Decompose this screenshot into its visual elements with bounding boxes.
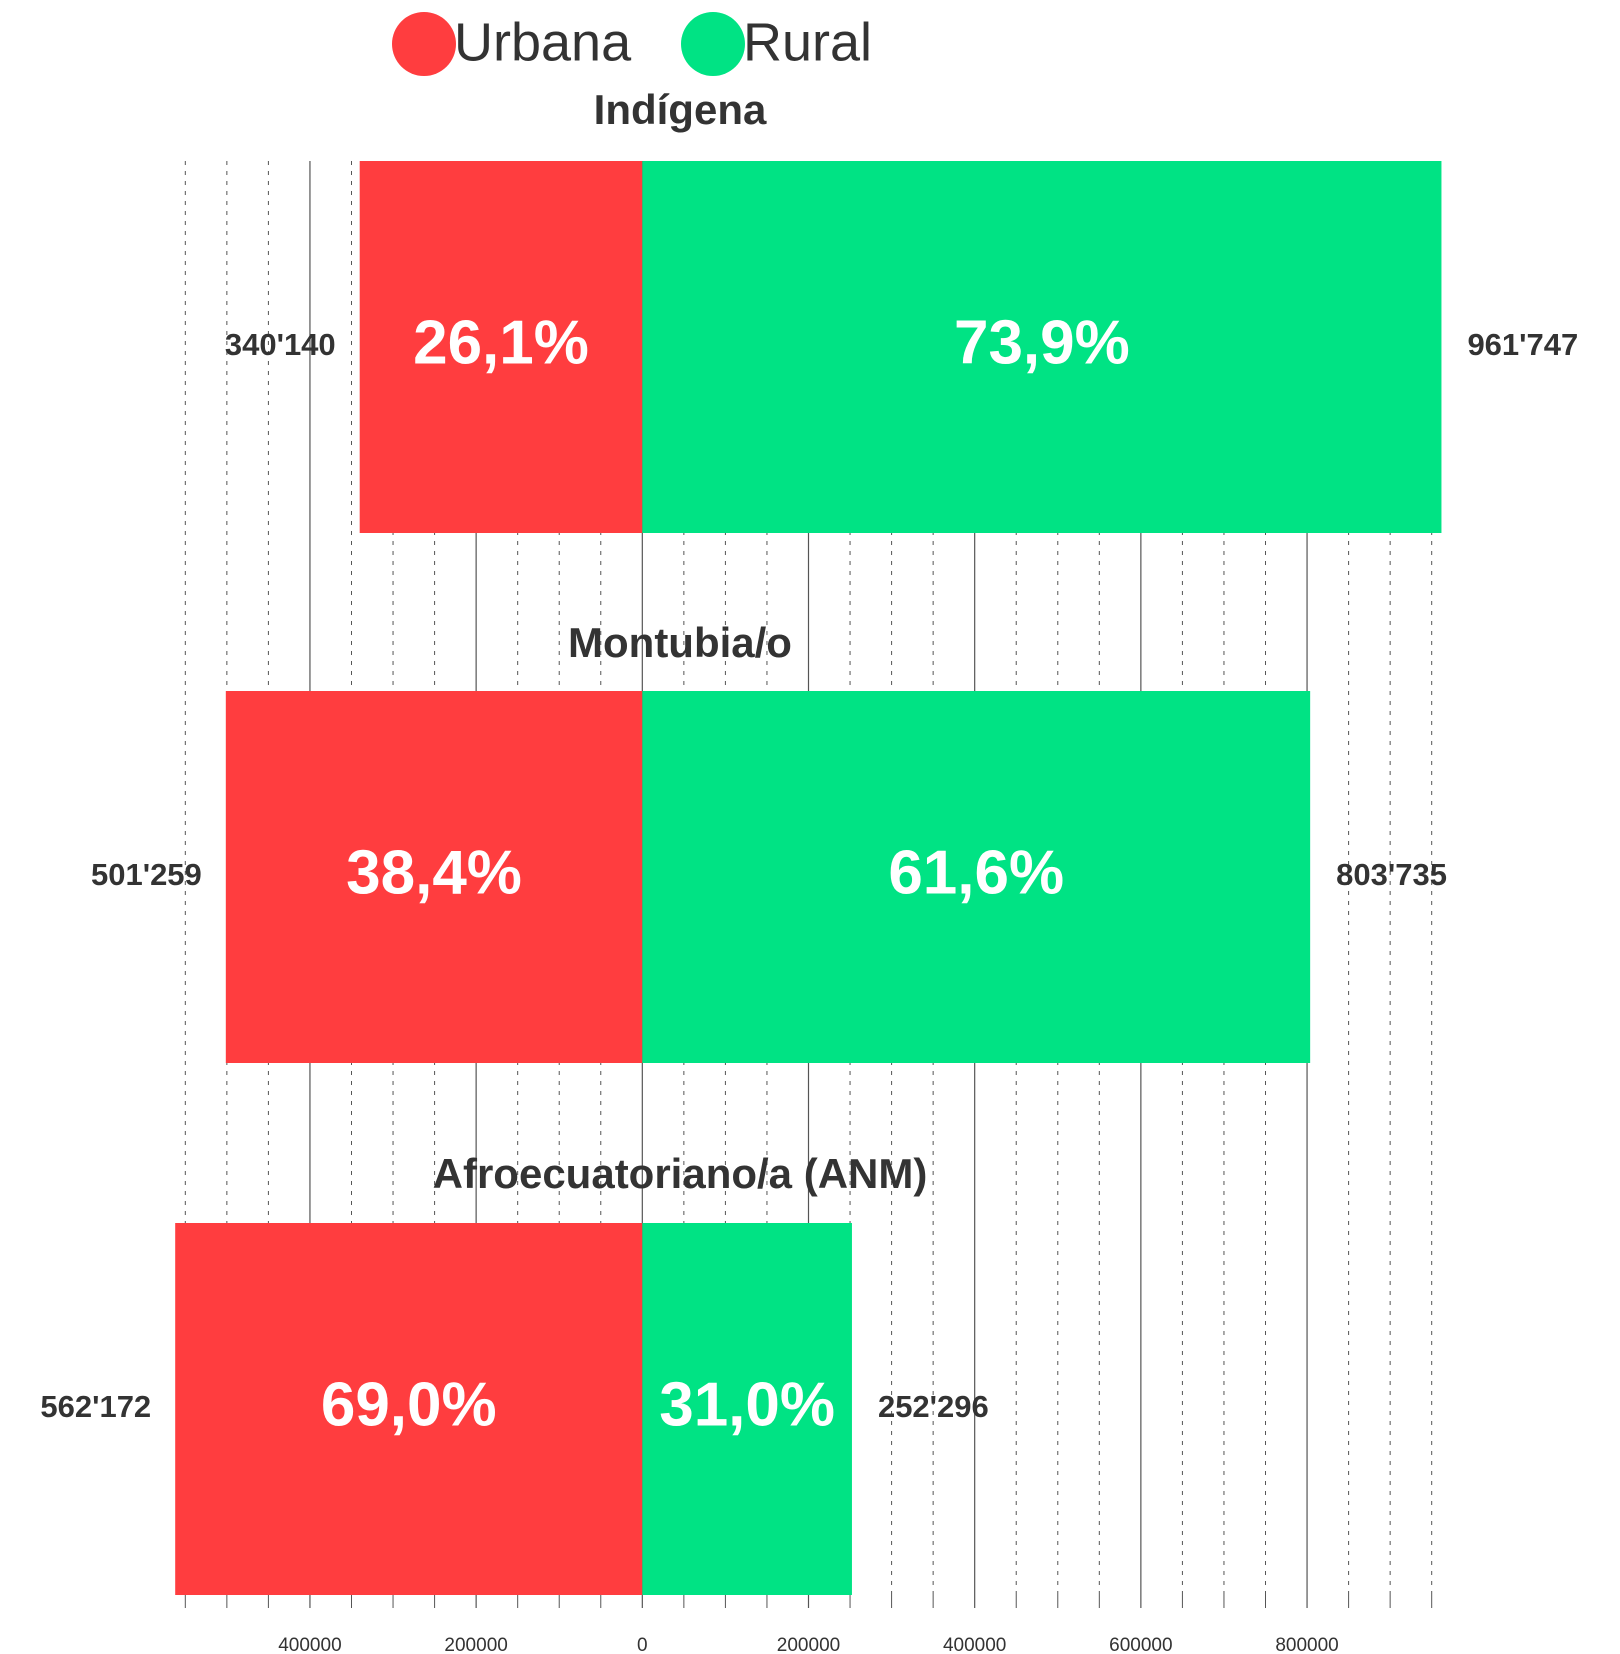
category-title: Afroecuatoriano/a (ANM) [433, 1150, 928, 1197]
x-tick-label: 800000 [1275, 1635, 1338, 1654]
share-label: 31,0% [659, 1370, 835, 1439]
bar [642, 1223, 852, 1595]
share-label: 61,6% [888, 838, 1064, 907]
value-label: 340'140 [225, 327, 336, 362]
category-title: Montubia/o [568, 619, 792, 666]
value-label: 803'735 [1336, 857, 1447, 892]
bar [225, 691, 643, 1063]
value-label: 252'296 [878, 1389, 989, 1424]
category-title: Indígena [594, 86, 767, 133]
share-label: 26,1% [413, 308, 589, 377]
share-label: 69,0% [321, 1370, 497, 1439]
x-tick-label: 200000 [777, 1635, 840, 1654]
bar [175, 1223, 643, 1595]
share-label: 73,9% [954, 308, 1130, 377]
legend-label: Urbana [454, 12, 632, 72]
bar [359, 161, 643, 533]
x-tick-label: 0 [637, 1635, 648, 1654]
legend-marker [392, 12, 456, 76]
x-tick-label: 400000 [278, 1635, 341, 1654]
x-tick-label: 200000 [444, 1635, 507, 1654]
legend-label: Rural [743, 12, 872, 72]
share-label: 38,4% [346, 838, 522, 907]
legend-marker [681, 12, 745, 76]
bar [642, 691, 1311, 1063]
bar [642, 161, 1442, 533]
x-tick-label: 600000 [1109, 1635, 1172, 1654]
value-label: 501'259 [91, 857, 202, 892]
value-label: 961'747 [1467, 327, 1578, 362]
value-label: 562'172 [40, 1389, 151, 1424]
x-tick-label: 400000 [943, 1635, 1006, 1654]
